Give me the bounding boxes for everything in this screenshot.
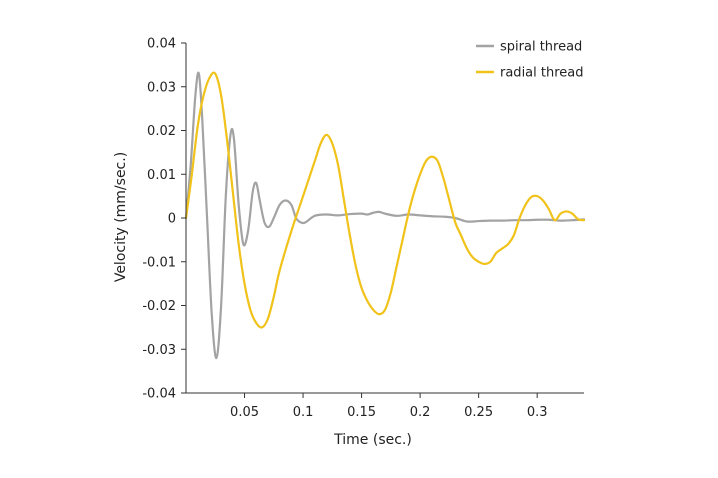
y-tick-label: -0.04 <box>142 387 176 402</box>
x-tick-label: 0.05 <box>230 405 259 420</box>
x-tick-label: 0.3 <box>527 405 548 420</box>
y-axis-title: Velocity (mm/sec.) <box>113 152 129 282</box>
y-tick-label: -0.01 <box>142 255 176 270</box>
plot-area <box>184 71 586 360</box>
radial-thread-line <box>184 71 586 329</box>
legend: spiral thread radial thread <box>476 40 584 81</box>
y-tick-label: -0.02 <box>142 299 176 314</box>
axes: 0.04 0.03 0.02 0.01 0 -0.01 -0.02 -0.03 -0.04 0.0… <box>142 37 584 420</box>
x-axis-title: Time (sec.) <box>333 432 412 448</box>
x-tick-label: 0.2 <box>410 405 431 420</box>
y-tick-label: 0.03 <box>147 80 176 95</box>
y-tick-label: 0.01 <box>147 168 176 183</box>
x-tick-label: 0.15 <box>347 405 376 420</box>
spiral-thread-line <box>184 71 586 360</box>
y-tick-label: 0.04 <box>147 37 176 52</box>
y-tick-label: -0.03 <box>142 343 176 358</box>
legend-label-spiral-thread: spiral thread <box>500 40 582 55</box>
legend-label-radial-thread: radial thread <box>500 66 584 81</box>
y-tick-label: 0 <box>168 212 176 227</box>
x-tick-label: 0.1 <box>293 405 314 420</box>
y-tick-label: 0.02 <box>147 124 176 139</box>
x-tick-label: 0.25 <box>464 405 493 420</box>
